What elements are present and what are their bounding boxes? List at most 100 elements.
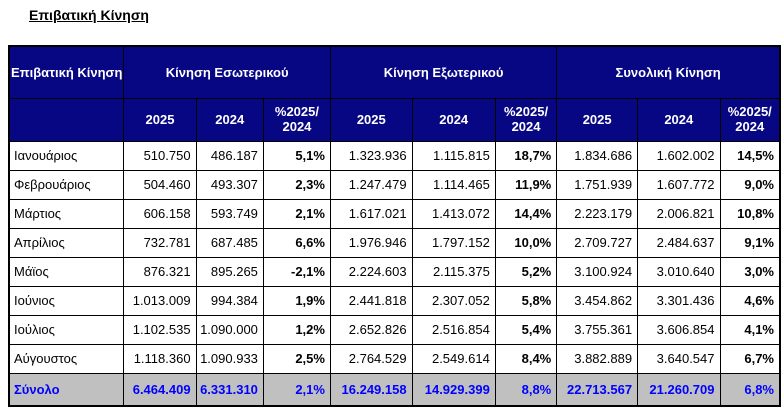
value-cell: 3.606.854	[637, 314, 721, 345]
month-cell: Ιανουάριος	[8, 140, 125, 171]
pct-cell: 8,4%	[494, 343, 558, 374]
group-header-row: Επιβατική Κίνηση Κίνηση Εσωτερικού Κίνησ…	[8, 45, 781, 99]
group-header-total: Συνολική Κίνηση	[556, 45, 781, 99]
total-pct-cell: 6,8%	[719, 372, 781, 407]
month-cell: Απρίλιος	[8, 227, 125, 258]
total-value-cell: 16.249.158	[329, 372, 413, 407]
corner-empty-cell	[8, 97, 125, 142]
value-cell: 2.709.727	[556, 227, 639, 258]
pct-cell: 6,7%	[719, 343, 781, 374]
pct-cell: 5,1%	[262, 140, 331, 171]
value-cell: 1.797.152	[411, 227, 496, 258]
group-header-international: Κίνηση Εξωτερικού	[329, 45, 558, 99]
value-cell: 2.484.637	[637, 227, 721, 258]
pct-cell: 5,2%	[494, 256, 558, 287]
value-cell: 1.834.686	[556, 140, 639, 171]
passenger-traffic-table: Επιβατική Κίνηση Κίνηση Εσωτερικού Κίνησ…	[8, 45, 781, 407]
pct-cell: 6,6%	[262, 227, 331, 258]
value-cell: 1.013.009	[123, 285, 197, 316]
total-value-cell: 14.929.399	[411, 372, 496, 407]
value-cell: 1.247.479	[329, 169, 413, 200]
pct-cell: 10,8%	[719, 198, 781, 229]
total-value-cell: 22.713.567	[556, 372, 639, 407]
value-cell: 3.100.924	[556, 256, 639, 287]
pct-cell: 2,1%	[262, 198, 331, 229]
pct-cell: -2,1%	[262, 256, 331, 287]
total-value-cell: 6.331.310	[195, 372, 264, 407]
total-value-cell: 6.464.409	[123, 372, 197, 407]
pct-cell: 1,9%	[262, 285, 331, 316]
value-cell: 1.115.815	[411, 140, 496, 171]
table-row: Μάρτιος 606.158 593.749 2,1% 1.617.021 1…	[8, 198, 781, 229]
value-cell: 2.441.818	[329, 285, 413, 316]
subheader-international-2025: 2025	[329, 97, 413, 142]
pct-cell: 9,0%	[719, 169, 781, 200]
value-cell: 1.976.946	[329, 227, 413, 258]
value-cell: 504.460	[123, 169, 197, 200]
value-cell: 1.617.021	[329, 198, 413, 229]
value-cell: 2.223.179	[556, 198, 639, 229]
pct-cell: 5,8%	[494, 285, 558, 316]
value-cell: 876.321	[123, 256, 197, 287]
value-cell: 1.323.936	[329, 140, 413, 171]
pct-cell: 18,7%	[494, 140, 558, 171]
value-cell: 895.265	[195, 256, 264, 287]
pct-cell: 1,2%	[262, 314, 331, 345]
value-cell: 3.454.862	[556, 285, 639, 316]
value-cell: 732.781	[123, 227, 197, 258]
subheader-domestic-2024: 2024	[195, 97, 264, 142]
value-cell: 2.764.529	[329, 343, 413, 374]
table-row: Ιανουάριος 510.750 486.187 5,1% 1.323.93…	[8, 140, 781, 171]
value-cell: 3.755.361	[556, 314, 639, 345]
pct-cell: 5,4%	[494, 314, 558, 345]
value-cell: 1.751.939	[556, 169, 639, 200]
value-cell: 493.307	[195, 169, 264, 200]
value-cell: 3.640.547	[637, 343, 721, 374]
value-cell: 1.607.772	[637, 169, 721, 200]
value-cell: 2.549.614	[411, 343, 496, 374]
month-cell: Μάρτιος	[8, 198, 125, 229]
value-cell: 1.090.000	[195, 314, 264, 345]
value-cell: 1.413.072	[411, 198, 496, 229]
value-cell: 2.652.826	[329, 314, 413, 345]
month-cell: Ιούλιος	[8, 314, 125, 345]
subheader-total-pct: %2025/ 2024	[719, 97, 781, 142]
value-cell: 1.090.933	[195, 343, 264, 374]
value-cell: 687.485	[195, 227, 264, 258]
subheader-total-2025: 2025	[556, 97, 639, 142]
year-header-row: 2025 2024 %2025/ 2024 2025 2024 %2025/ 2…	[8, 97, 781, 142]
subheader-domestic-pct: %2025/ 2024	[262, 97, 331, 142]
month-cell: Ιούνιος	[8, 285, 125, 316]
pct-cell: 2,5%	[262, 343, 331, 374]
month-cell: Φεβρουάριος	[8, 169, 125, 200]
subheader-international-2024: 2024	[411, 97, 496, 142]
value-cell: 1.102.535	[123, 314, 197, 345]
table-row: Απρίλιος 732.781 687.485 6,6% 1.976.946 …	[8, 227, 781, 258]
value-cell: 1.118.360	[123, 343, 197, 374]
subheader-international-pct: %2025/ 2024	[494, 97, 558, 142]
page-title: Επιβατική Κίνηση	[29, 7, 149, 23]
table-row: Ιούνιος 1.013.009 994.384 1,9% 2.441.818…	[8, 285, 781, 316]
pct-cell: 11,9%	[494, 169, 558, 200]
pct-cell: 3,0%	[719, 256, 781, 287]
value-cell: 3.301.436	[637, 285, 721, 316]
total-row: Σύνολο 6.464.409 6.331.310 2,1% 16.249.1…	[8, 372, 781, 407]
table-row: Μάϊος 876.321 895.265 -2,1% 2.224.603 2.…	[8, 256, 781, 287]
value-cell: 2.006.821	[637, 198, 721, 229]
total-pct-cell: 2,1%	[262, 372, 331, 407]
pct-cell: 14,4%	[494, 198, 558, 229]
total-pct-cell: 8,8%	[494, 372, 558, 407]
value-cell: 2.516.854	[411, 314, 496, 345]
value-cell: 2.115.375	[411, 256, 496, 287]
table-row: Φεβρουάριος 504.460 493.307 2,3% 1.247.4…	[8, 169, 781, 200]
value-cell: 1.114.465	[411, 169, 496, 200]
value-cell: 486.187	[195, 140, 264, 171]
subheader-domestic-2025: 2025	[123, 97, 197, 142]
total-value-cell: 21.260.709	[637, 372, 721, 407]
month-cell: Αύγουστος	[8, 343, 125, 374]
table-row: Ιούλιος 1.102.535 1.090.000 1,2% 2.652.8…	[8, 314, 781, 345]
group-header-domestic: Κίνηση Εσωτερικού	[123, 45, 331, 99]
subheader-total-2024: 2024	[637, 97, 721, 142]
value-cell: 994.384	[195, 285, 264, 316]
value-cell: 2.224.603	[329, 256, 413, 287]
